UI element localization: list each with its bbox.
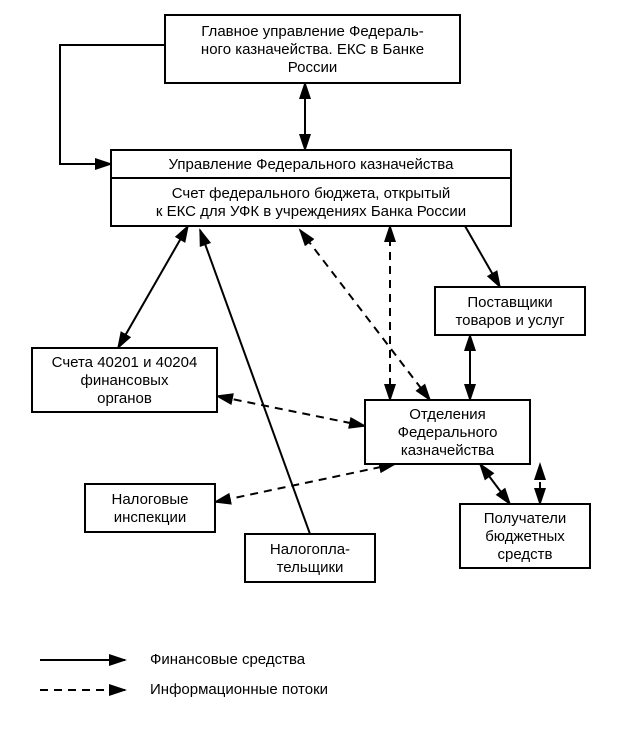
legend-solid-label: Финансовые средства [150,651,306,668]
node-label: Поставщики [467,294,552,311]
edge [300,230,430,400]
node-label: товаров и услуг [455,312,565,329]
edge [465,226,500,287]
node-label: бюджетных [485,528,565,545]
node-label: тельщики [277,559,344,576]
node-label: Федерального [398,424,498,441]
node-label: Счет федерального бюджета, открытый [172,185,450,202]
node-label: Налоговые [111,491,188,508]
edge [217,396,365,426]
node-label: казначейства [401,442,495,459]
node-label: к ЕКС для УФК в учреждениях Банка России [156,203,466,220]
edge [480,464,510,504]
node-label: России [288,59,337,76]
flowchart-canvas: Главное управление Федераль-ного казначе… [0,0,629,732]
node-label: средств [498,546,553,563]
node-label: Получатели [484,510,567,527]
legend-dashed-label: Информационные потоки [150,681,328,698]
node-label: Управление Федерального казначейства [169,156,455,173]
node-label: Отделения [409,406,486,423]
node-label: Счета 40201 и 40204 [52,354,198,371]
node-label: ного казначейства. ЕКС в Банке [201,41,424,58]
node-label: инспекции [114,509,187,526]
edge [60,45,165,164]
node-label: Главное управление Федераль- [201,23,423,40]
edge [215,464,395,502]
node-label: финансовых [81,372,169,389]
edge [118,226,188,348]
node-label: органов [97,390,152,407]
node-label: Налогопла- [270,541,350,558]
